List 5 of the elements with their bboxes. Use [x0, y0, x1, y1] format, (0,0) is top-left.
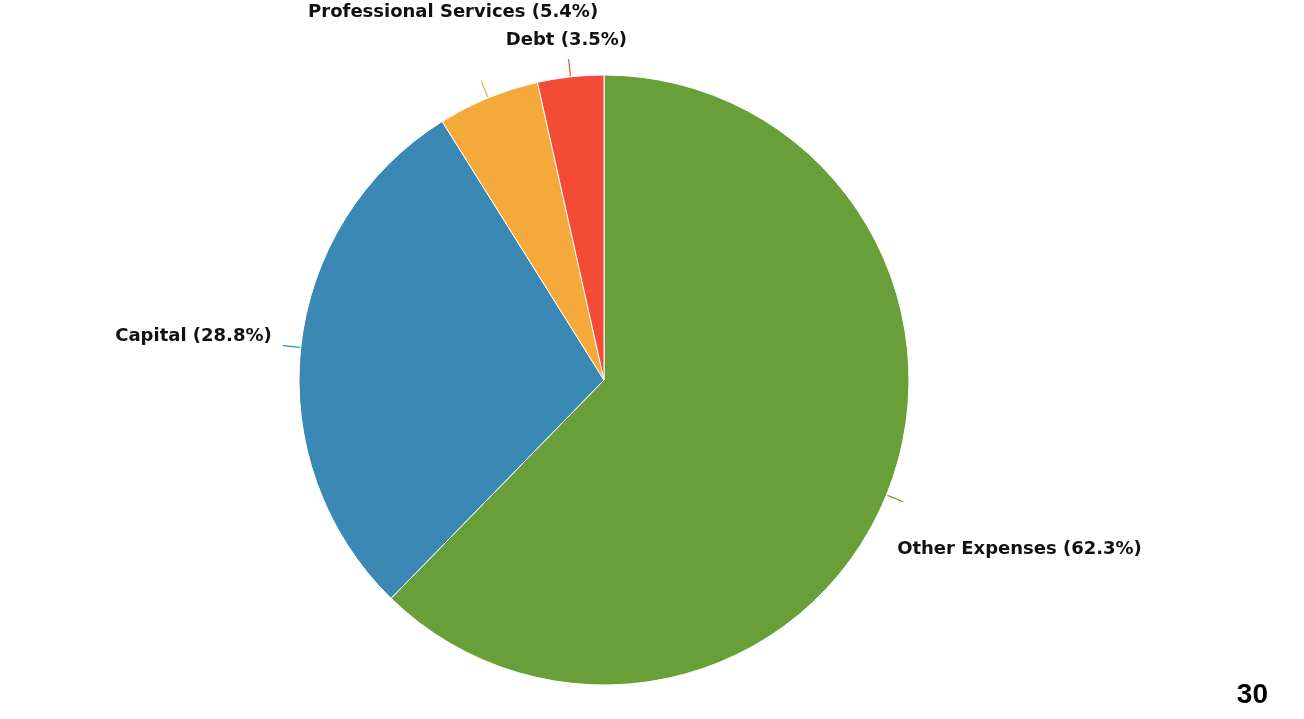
- slice-label: Other Expenses (62.3%): [897, 537, 1142, 559]
- slice-label: Debt (3.5%): [505, 27, 628, 49]
- slice-label: Professional Services (5.4%): [308, 0, 599, 22]
- slice-label: Capital (28.8%): [115, 323, 272, 345]
- text: 30: [1236, 678, 1268, 709]
